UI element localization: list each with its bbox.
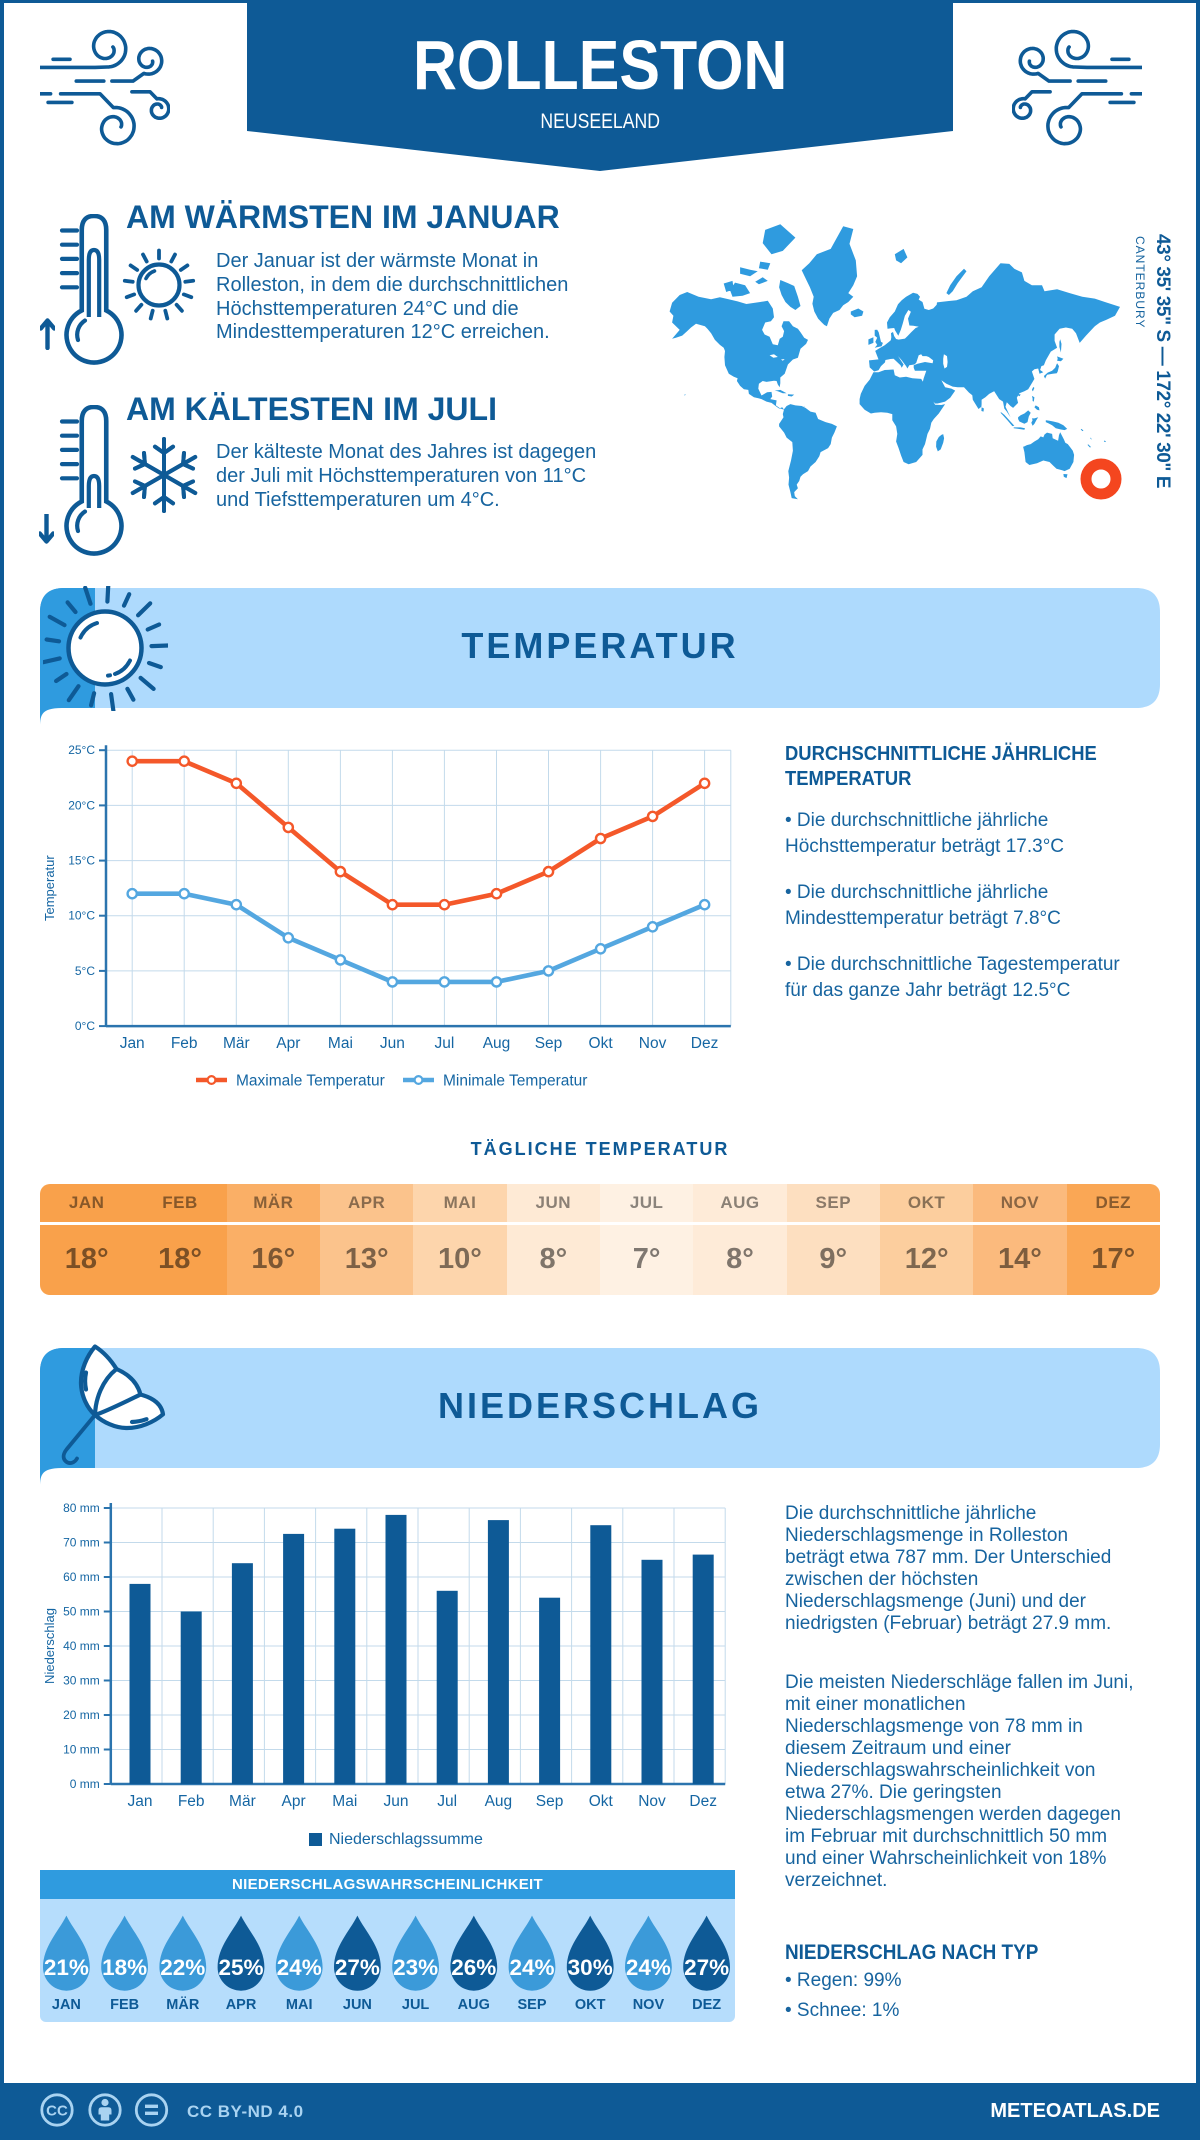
svg-text:Jul: Jul [434, 1035, 454, 1052]
svg-text:Nov: Nov [638, 1793, 666, 1810]
svg-text:24%: 24% [277, 1955, 322, 1980]
svg-text:27%: 27% [684, 1955, 729, 1980]
svg-text:OKT: OKT [575, 1997, 606, 2013]
svg-text:30%: 30% [568, 1955, 613, 1980]
svg-text:Okt: Okt [589, 1035, 614, 1052]
svg-text:Aug: Aug [483, 1035, 511, 1052]
svg-text:Jan: Jan [120, 1035, 145, 1052]
svg-text:Nov: Nov [639, 1035, 667, 1052]
svg-text:Aug: Aug [485, 1793, 513, 1810]
svg-text:23%: 23% [393, 1955, 438, 1980]
svg-text:Jan: Jan [128, 1793, 153, 1810]
svg-text:Niederschlag: Niederschlag [42, 1608, 57, 1684]
svg-text:FEB: FEB [110, 1997, 139, 2013]
svg-text:Temperatur: Temperatur [42, 855, 57, 921]
svg-text:26%: 26% [451, 1955, 496, 1980]
svg-text:APR: APR [226, 1997, 257, 2013]
svg-text:MÄR: MÄR [166, 1996, 200, 2013]
svg-text:5°C: 5°C [75, 964, 95, 978]
svg-text:Mai: Mai [328, 1035, 353, 1052]
svg-text:Maximale Temperatur: Maximale Temperatur [236, 1073, 385, 1090]
svg-text:AUG: AUG [458, 1997, 490, 2013]
svg-text:DEZ: DEZ [692, 1997, 721, 2013]
svg-text:JUL: JUL [402, 1997, 430, 2013]
svg-text:Okt: Okt [589, 1793, 614, 1810]
svg-text:Minimale Temperatur: Minimale Temperatur [443, 1073, 587, 1090]
svg-text:18%: 18% [102, 1955, 147, 1980]
svg-text:50 mm: 50 mm [63, 1605, 100, 1619]
svg-text:Sep: Sep [536, 1793, 564, 1810]
svg-text:Jul: Jul [437, 1793, 457, 1810]
svg-text:20 mm: 20 mm [63, 1708, 100, 1722]
svg-text:Sep: Sep [535, 1035, 563, 1052]
svg-text:Apr: Apr [276, 1035, 300, 1052]
svg-text:70 mm: 70 mm [63, 1536, 100, 1550]
svg-text:20°C: 20°C [68, 798, 95, 812]
svg-text:CC: CC [46, 2103, 68, 2120]
svg-text:27%: 27% [335, 1955, 380, 1980]
svg-text:10°C: 10°C [68, 909, 95, 923]
svg-text:25°C: 25°C [68, 743, 95, 757]
svg-text:10 mm: 10 mm [63, 1743, 100, 1757]
svg-text:21%: 21% [44, 1955, 89, 1980]
svg-text:30 mm: 30 mm [63, 1674, 100, 1688]
svg-text:Mär: Mär [229, 1793, 256, 1810]
svg-text:Jun: Jun [384, 1793, 409, 1810]
svg-text:Dez: Dez [689, 1793, 717, 1810]
svg-text:Mär: Mär [223, 1035, 250, 1052]
svg-text:Niederschlagssumme: Niederschlagssumme [329, 1831, 483, 1848]
svg-text:Mai: Mai [332, 1793, 357, 1810]
svg-text:Apr: Apr [282, 1793, 306, 1810]
svg-text:Jun: Jun [380, 1035, 405, 1052]
svg-text:15°C: 15°C [68, 854, 95, 868]
svg-text:22%: 22% [160, 1955, 205, 1980]
svg-text:SEP: SEP [517, 1997, 546, 2013]
svg-text:NOV: NOV [633, 1997, 665, 2013]
svg-text:Feb: Feb [171, 1035, 198, 1052]
svg-text:80 mm: 80 mm [63, 1501, 100, 1515]
svg-text:MAI: MAI [286, 1997, 313, 2013]
svg-text:Dez: Dez [691, 1035, 719, 1052]
svg-text:24%: 24% [509, 1955, 554, 1980]
svg-text:Feb: Feb [178, 1793, 205, 1810]
svg-text:40 mm: 40 mm [63, 1639, 100, 1653]
svg-text:60 mm: 60 mm [63, 1570, 100, 1584]
svg-text:25%: 25% [218, 1955, 263, 1980]
svg-text:0 mm: 0 mm [70, 1777, 100, 1791]
svg-text:JUN: JUN [343, 1997, 372, 2013]
svg-text:0°C: 0°C [75, 1019, 95, 1033]
svg-text:24%: 24% [626, 1955, 671, 1980]
svg-text:JAN: JAN [52, 1997, 81, 2013]
